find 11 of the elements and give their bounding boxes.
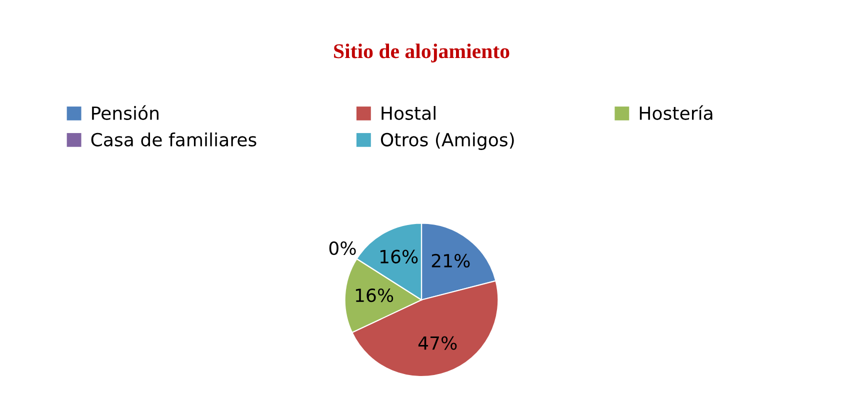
legend-label: Hostal xyxy=(382,106,436,120)
data-label: 21% xyxy=(432,254,470,268)
legend-label: Casa de familiares xyxy=(91,132,256,146)
legend-label: Hostería xyxy=(640,105,712,120)
data-label: 47% xyxy=(418,336,457,350)
legend-label: Otros (Amigos) xyxy=(380,132,514,150)
data-label: 16% xyxy=(356,288,394,302)
data-label: 16% xyxy=(380,250,418,264)
text: 0% xyxy=(329,241,356,255)
legend-label: Pensión xyxy=(92,105,158,120)
chart-title: Sitio de alojamiento xyxy=(334,44,510,62)
